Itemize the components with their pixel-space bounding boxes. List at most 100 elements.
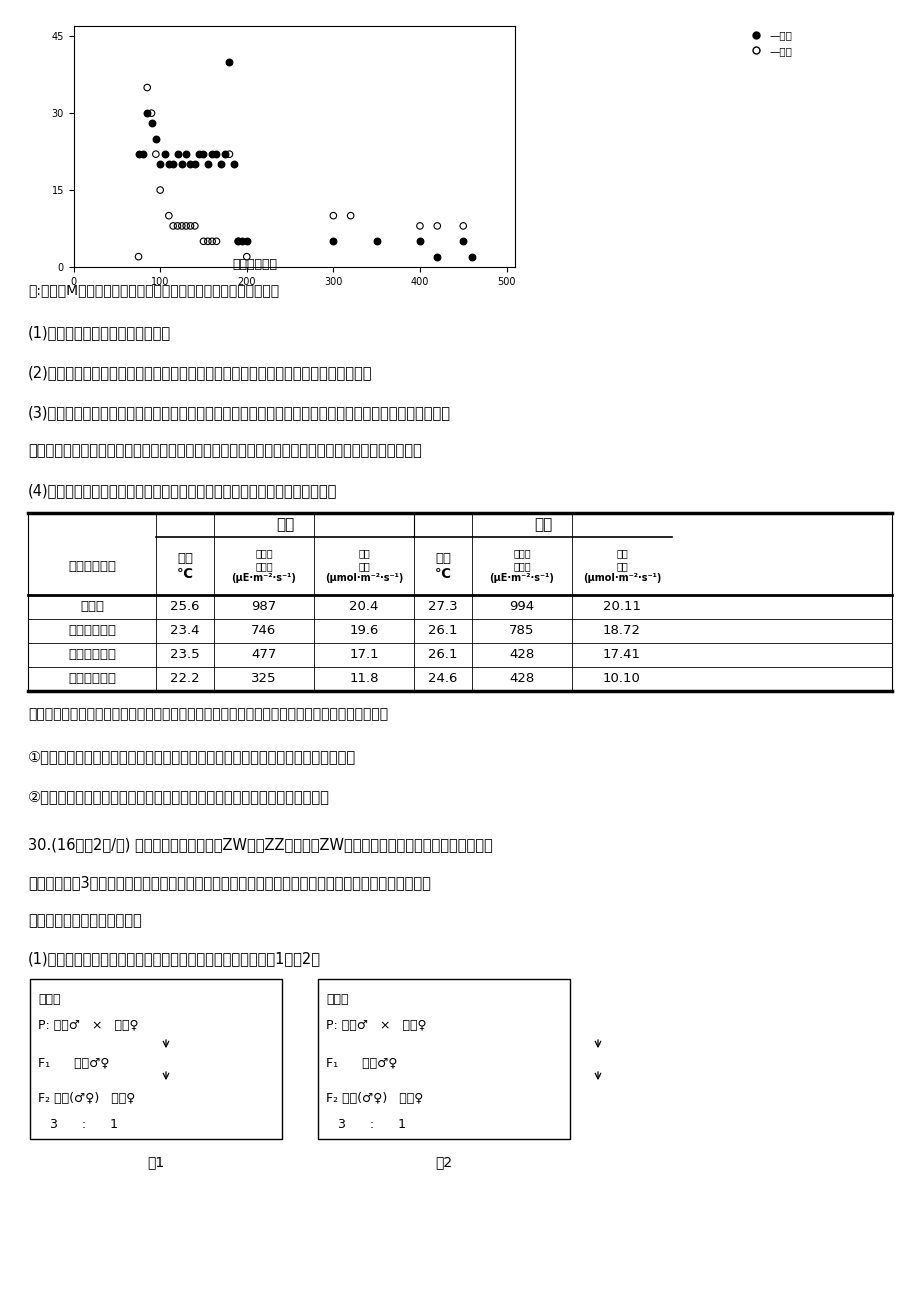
Text: 26.1: 26.1 <box>427 648 458 661</box>
Bar <box>318 979 570 1139</box>
Text: 18.72: 18.72 <box>602 625 641 638</box>
Point <box>144 103 159 124</box>
Point <box>235 230 250 251</box>
Text: 3      :      1: 3 : 1 <box>50 1118 118 1131</box>
Point <box>343 206 357 227</box>
Point <box>183 216 198 237</box>
Point <box>148 143 163 164</box>
Point <box>239 230 254 251</box>
Text: 3      :      1: 3 : 1 <box>337 1118 405 1131</box>
Text: (3)随空气质量指数上升，空气中细颗粒物浓度增大，光照强度降低，＿＿＿减弱，为暗反应提供的＿＿＿减: (3)随空气质量指数上升，空气中细颗粒物浓度增大，光照强度降低，＿＿＿减弱，为暗… <box>28 405 450 421</box>
Text: 三级轻度污染: 三级轻度污染 <box>68 625 116 638</box>
Text: ①当空气质量由三级升为四级时，导致植物光合速率下降的主要因素是＿＿＿＿＿。: ①当空气质量由三级升为四级时，导致植物光合速率下降的主要因素是＿＿＿＿＿。 <box>28 749 356 764</box>
Text: 25.6: 25.6 <box>170 600 199 613</box>
Point <box>148 129 163 150</box>
Point <box>178 216 193 237</box>
Text: 23.5: 23.5 <box>170 648 199 661</box>
Text: 994: 994 <box>509 600 534 613</box>
Text: 20.4: 20.4 <box>349 600 379 613</box>
Text: 23.4: 23.4 <box>170 625 199 638</box>
Text: 五级重度污染: 五级重度污染 <box>68 673 116 685</box>
Point <box>464 246 479 267</box>
Text: 11.8: 11.8 <box>349 673 379 685</box>
Bar <box>30 979 282 1139</box>
Text: 17.41: 17.41 <box>602 648 641 661</box>
Text: 空气质量级别: 空气质量级别 <box>68 560 116 573</box>
Point <box>412 216 426 237</box>
Text: 光合有
效辐射
(μE·m⁻²·s⁻¹): 光合有 效辐射 (μE·m⁻²·s⁻¹) <box>489 548 554 583</box>
Point <box>140 103 154 124</box>
Point <box>191 143 206 164</box>
Text: P: 栗羽♂   ×   黄羽♀: P: 栗羽♂ × 黄羽♀ <box>38 1019 139 1032</box>
Text: 图1: 图1 <box>147 1155 165 1169</box>
Point <box>221 52 236 73</box>
Text: 785: 785 <box>509 625 534 638</box>
Text: 四级中度污染: 四级中度污染 <box>68 648 116 661</box>
Text: 棚温
℃: 棚温 ℃ <box>435 552 450 581</box>
Text: 22.2: 22.2 <box>170 673 199 685</box>
Text: 光合有
效辐射
(μE·m⁻²·s⁻¹): 光合有 效辐射 (μE·m⁻²·s⁻¹) <box>232 548 296 583</box>
Point <box>157 143 172 164</box>
Text: 图2: 图2 <box>435 1155 452 1169</box>
Text: (4)科研人员进一步研究空气质量对番茄和草莓光合作用的影响，结果如下表。: (4)科研人员进一步研究空气质量对番茄和草莓光合作用的影响，结果如下表。 <box>28 483 337 497</box>
Point <box>165 216 180 237</box>
Point <box>226 154 241 174</box>
Text: 少。同时污染物浓度增加，温度随之降低，直接影响了细胞内＿＿＿＿＿＿，导致光合作用速率下降。: 少。同时污染物浓度增加，温度随之降低，直接影响了细胞内＿＿＿＿＿＿，导致光合作用… <box>28 443 421 458</box>
Point <box>196 143 210 164</box>
Point <box>170 216 185 237</box>
Point <box>213 154 228 174</box>
Text: 30.(16分，2分/空) 鹌鹑的性别决定方式是ZW型（ZZ为雄性，ZW为雌性），羽色受两对基因控制，表现: 30.(16分，2分/空) 鹌鹑的性别决定方式是ZW型（ZZ为雄性，ZW为雌性）… <box>28 837 493 852</box>
Point <box>183 154 198 174</box>
Text: 20.11: 20.11 <box>602 600 641 613</box>
Point <box>196 230 210 251</box>
Point <box>131 246 146 267</box>
Point <box>140 77 154 98</box>
Text: 27.3: 27.3 <box>427 600 458 613</box>
Text: 19.6: 19.6 <box>349 625 379 638</box>
Point <box>131 143 146 164</box>
Point <box>456 216 471 237</box>
Text: 10.10: 10.10 <box>603 673 641 685</box>
Point <box>325 230 340 251</box>
Text: (2)在番茄和草莓棚中选择生长期一致的两种植物，且每种植物＿＿＿的植株进行实验。: (2)在番茄和草莓棚中选择生长期一致的两种植物，且每种植物＿＿＿的植株进行实验。 <box>28 365 372 380</box>
Text: 428: 428 <box>509 673 534 685</box>
Legend: —番茄, —草莓: —番茄, —草莓 <box>741 26 796 60</box>
Text: 17.1: 17.1 <box>349 648 379 661</box>
Point <box>429 216 444 237</box>
Point <box>412 230 426 251</box>
Point <box>231 230 245 251</box>
Point <box>456 230 471 251</box>
Text: (1)对栗羽、黄羽、白羽三个纯系鹌鹑进行杂交实验，结果见图1和图2。: (1)对栗羽、黄羽、白羽三个纯系鹌鹑进行杂交实验，结果见图1和图2。 <box>28 950 321 966</box>
Text: (1)实验的研究目的是＿＿＿＿＿。: (1)实验的研究目的是＿＿＿＿＿。 <box>28 326 171 340</box>
Point <box>239 246 254 267</box>
Point <box>178 143 193 164</box>
Point <box>429 246 444 267</box>
Point <box>205 230 220 251</box>
Text: F₂ 栗羽(♂♀)   白羽♀: F₂ 栗羽(♂♀) 白羽♀ <box>325 1092 423 1105</box>
Text: 实验二: 实验二 <box>325 993 348 1006</box>
Point <box>135 143 150 164</box>
Point <box>325 206 340 227</box>
Point <box>187 154 202 174</box>
Text: F₂ 栗羽(♂♀)   黄羽♀: F₂ 栗羽(♂♀) 黄羽♀ <box>38 1092 135 1105</box>
Point <box>209 143 223 164</box>
Text: 空气质量指数: 空气质量指数 <box>233 258 278 271</box>
Text: 477: 477 <box>251 648 277 661</box>
Text: 325: 325 <box>251 673 277 685</box>
Text: 746: 746 <box>251 625 277 638</box>
Text: 428: 428 <box>509 648 534 661</box>
Point <box>218 143 233 164</box>
Point <box>165 154 180 174</box>
Point <box>231 230 245 251</box>
Text: F₁      栗羽♂♀: F₁ 栗羽♂♀ <box>38 1057 109 1070</box>
Point <box>162 206 176 227</box>
Point <box>144 113 159 134</box>
Text: 光合
速率
(μmol·m⁻²·s⁻¹): 光合 速率 (μmol·m⁻²·s⁻¹) <box>324 548 403 583</box>
Point <box>200 154 215 174</box>
Point <box>153 154 167 174</box>
Text: 二级良: 二级良 <box>80 600 104 613</box>
Text: 棚温
℃: 棚温 ℃ <box>176 552 193 581</box>
Text: 研人员做了如下一系列实验。: 研人员做了如下一系列实验。 <box>28 913 142 928</box>
Point <box>221 143 236 164</box>
Point <box>175 216 189 237</box>
